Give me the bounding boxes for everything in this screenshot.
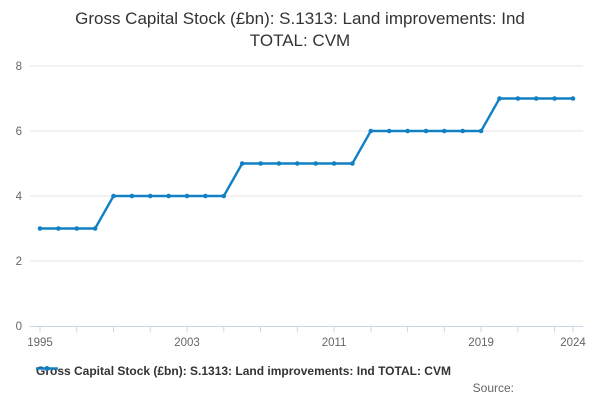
- data-point[interactable]: [460, 128, 466, 134]
- data-point[interactable]: [423, 128, 429, 134]
- data-point[interactable]: [276, 161, 282, 166]
- data-point[interactable]: [74, 226, 80, 231]
- data-point[interactable]: [478, 128, 484, 134]
- y-axis-label: 8: [16, 61, 22, 73]
- data-point[interactable]: [570, 96, 576, 101]
- data-point[interactable]: [386, 128, 392, 134]
- data-point[interactable]: [533, 96, 539, 101]
- chart-title-line2: TOTAL: CVM: [249, 31, 351, 50]
- data-point[interactable]: [92, 226, 98, 231]
- data-point[interactable]: [552, 96, 557, 101]
- x-axis-label: 2011: [322, 337, 347, 349]
- data-point[interactable]: [239, 161, 245, 166]
- legend-marker-icon: [36, 366, 58, 371]
- data-point[interactable]: [184, 193, 190, 199]
- y-axis-label: 0: [16, 321, 22, 333]
- data-point[interactable]: [221, 193, 227, 199]
- series-line[interactable]: [38, 97, 575, 230]
- legend-label: Gross Capital Stock (£bn): S.1313: Land …: [36, 364, 451, 378]
- y-axis-label: 2: [16, 256, 22, 268]
- data-point[interactable]: [295, 161, 300, 166]
- data-point[interactable]: [350, 161, 355, 166]
- data-point[interactable]: [313, 161, 319, 166]
- data-point[interactable]: [37, 226, 43, 231]
- data-point[interactable]: [166, 193, 171, 199]
- data-point[interactable]: [258, 161, 263, 166]
- chart-title-line1: Gross Capital Stock (£bn): S.1313: Land …: [75, 9, 525, 28]
- chart-title: Gross Capital Stock (£bn): S.1313: Land …: [0, 8, 600, 52]
- data-point[interactable]: [148, 193, 153, 199]
- data-point[interactable]: [405, 128, 410, 134]
- data-point[interactable]: [56, 226, 61, 231]
- legend-marker-dot: [44, 366, 50, 371]
- data-point[interactable]: [442, 128, 447, 134]
- y-axis-label: 6: [16, 126, 22, 138]
- legend-item[interactable]: Gross Capital Stock (£bn): S.1313: Land …: [36, 363, 451, 379]
- data-point[interactable]: [203, 193, 208, 199]
- source-note: Source:: [472, 381, 514, 395]
- data-point[interactable]: [497, 96, 502, 101]
- data-point[interactable]: [331, 161, 337, 166]
- data-point[interactable]: [111, 193, 116, 199]
- data-point[interactable]: [515, 96, 521, 101]
- data-point[interactable]: [368, 128, 374, 134]
- x-axis-label: 2019: [468, 337, 494, 349]
- x-axis-label: 2024: [560, 337, 586, 349]
- data-point[interactable]: [129, 193, 135, 199]
- y-axis-label: 4: [16, 191, 23, 203]
- x-axis-label: 2003: [174, 337, 200, 349]
- x-axis-label: 1995: [27, 337, 53, 349]
